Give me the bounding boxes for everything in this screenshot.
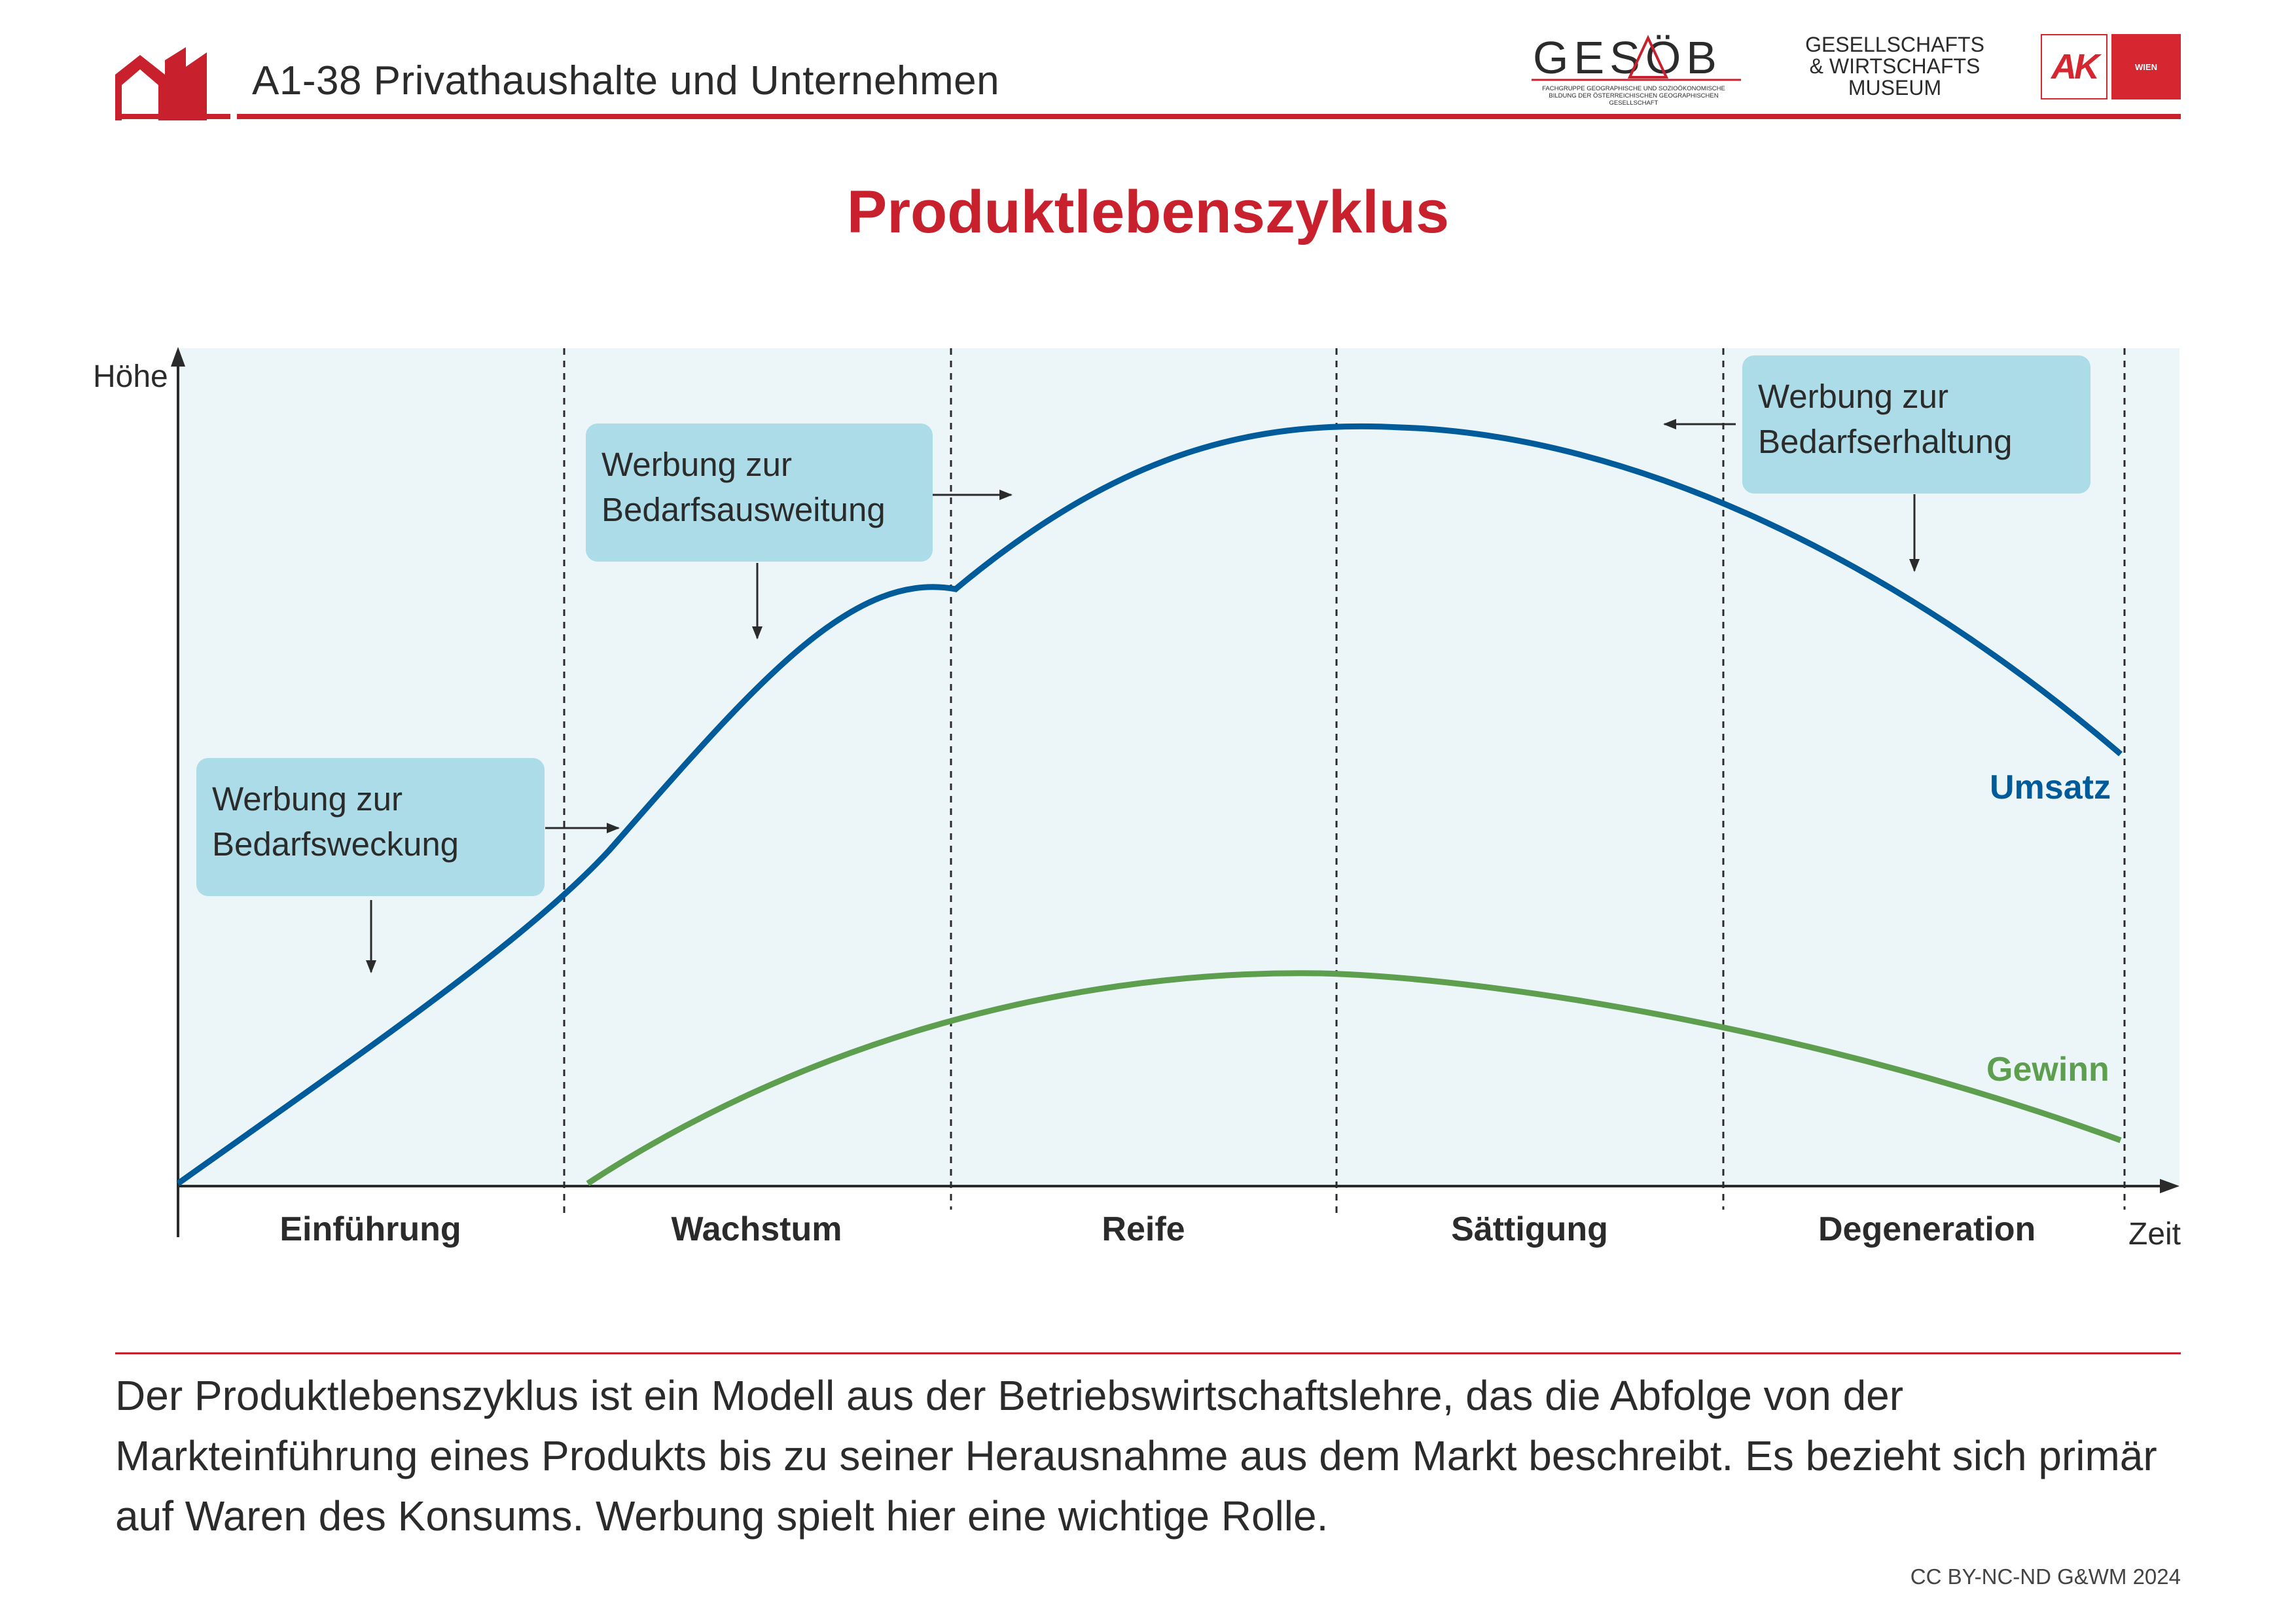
house-logo-icon	[115, 47, 207, 120]
phase-degeneration: Degeneration	[1818, 1210, 2036, 1248]
ak-logo: AK WIEN	[2041, 34, 2181, 101]
header-title: A1-38 Privathaushalte und Unternehmen	[252, 58, 1000, 103]
ak-logo-sub: WIEN	[2111, 34, 2181, 99]
museum-logo: GESELLSCHAFTS & WIRTSCHAFTS MUSEUM	[1803, 34, 1986, 99]
x-axis-arrow-icon	[2160, 1179, 2179, 1193]
callout-arrows	[366, 419, 1920, 973]
callout-line: Werbung zur	[212, 780, 403, 818]
license-text: CC BY-NC-ND G&WM 2024	[1910, 1564, 2181, 1589]
header-rule-left	[115, 114, 230, 119]
ak-logo-text: AK	[2041, 34, 2108, 99]
gewinn-label: Gewinn	[1986, 1051, 2109, 1089]
phase-wachstum: Wachstum	[671, 1210, 842, 1248]
y-axis-arrow-icon	[171, 347, 185, 367]
gesoeb-logo: GESÖB	[1533, 32, 1722, 83]
callout-line: Bedarfsweckung	[212, 825, 459, 863]
museum-line-1: GESELLSCHAFTS	[1805, 33, 1984, 56]
page-title: Produktlebenszyklus	[846, 179, 1450, 245]
phase-einfuehrung: Einführung	[279, 1210, 461, 1248]
product-lifecycle-diagram	[171, 347, 2179, 1237]
gesoeb-subtitle: FACHGRUPPE GEOGRAPHISCHE UND SOZIOÖKONOM…	[1542, 85, 1725, 107]
phase-reife: Reife	[1102, 1210, 1185, 1248]
y-axis-label: Höhe	[93, 359, 168, 394]
callout-line: Bedarfserhaltung	[1758, 423, 2013, 460]
callout-bedarfsausweitung: Werbung zur Bedarfsausweitung	[586, 424, 933, 562]
umsatz-label: Umsatz	[1990, 768, 2111, 806]
header-rule-right	[237, 114, 2181, 119]
umsatz-curve	[176, 423, 2123, 1186]
gewinn-curve	[586, 970, 2122, 1186]
callout-line: Bedarfsausweitung	[601, 491, 886, 528]
bottom-rule	[115, 1352, 2181, 1354]
museum-line-2: & WIRTSCHAFTS	[1809, 54, 1981, 78]
phase-saettigung: Sättigung	[1451, 1210, 1608, 1248]
callout-line: Werbung zur	[1758, 378, 1949, 415]
callout-bedarfserhaltung: Werbung zur Bedarfserhaltung	[1742, 355, 2090, 494]
callout-line: Werbung zur	[601, 446, 793, 483]
gesoeb-triangle-icon	[1532, 35, 1741, 81]
x-axis-label: Zeit	[2128, 1217, 2181, 1252]
description-text: Der Produktlebenszyklus ist ein Modell a…	[115, 1372, 2157, 1540]
phase-separators	[563, 348, 2126, 1219]
museum-line-3: MUSEUM	[1848, 76, 1942, 99]
callout-bedarfsweckung: Werbung zur Bedarfsweckung	[196, 758, 545, 896]
